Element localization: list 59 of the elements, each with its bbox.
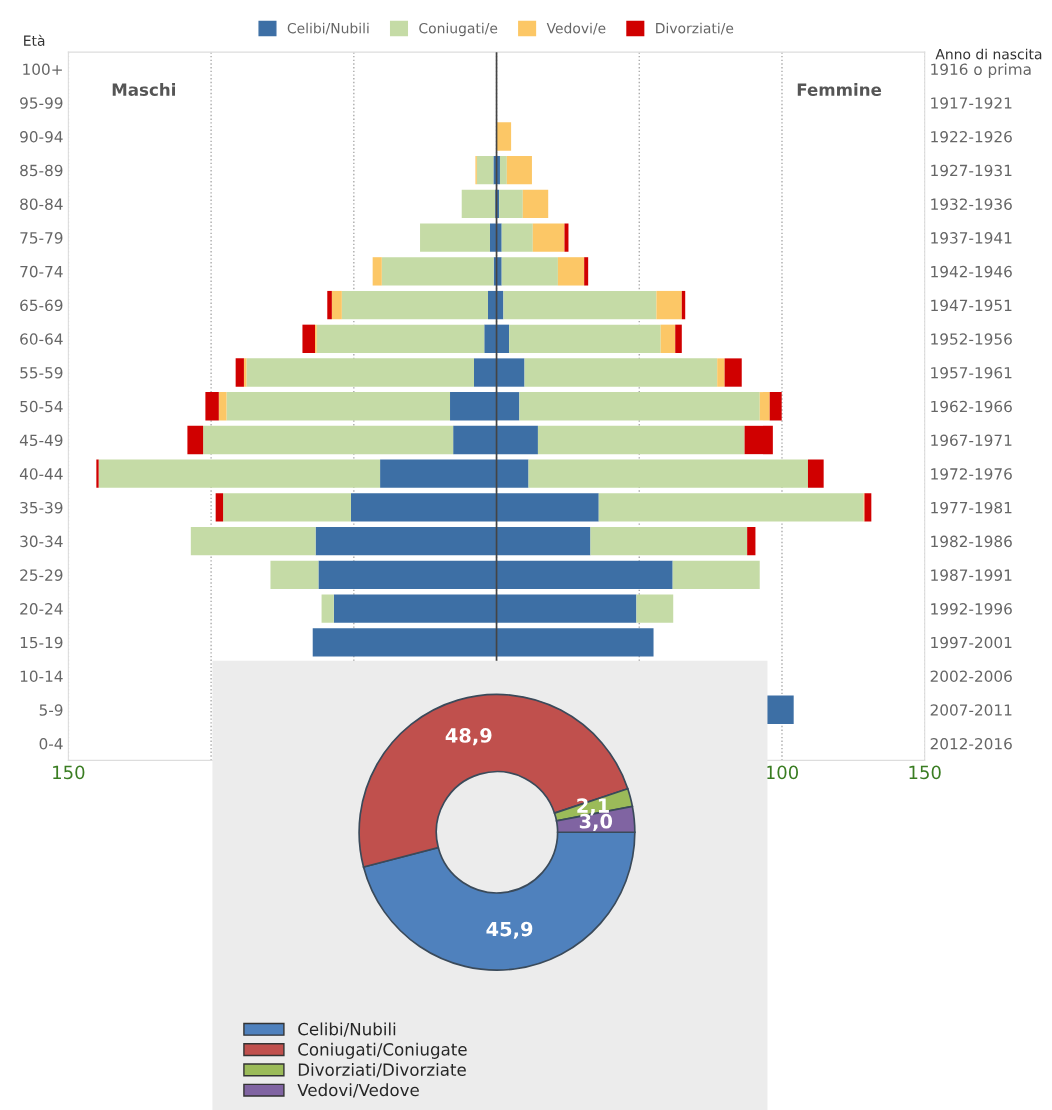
y2-tick-label: 1997-2001	[931, 636, 1012, 649]
y2-tick-label: 1987-1991	[931, 569, 1012, 581]
y-tick-label: 60-64	[20, 333, 63, 345]
y2-tick-label: 2002-2006	[930, 670, 1012, 683]
y2-axis-title: Anno di nascita	[935, 48, 1042, 60]
annotation: Femmine	[797, 83, 882, 96]
legend-label: Celibi/Nubili	[298, 1022, 396, 1037]
y2-tick-label: 1947-1951	[931, 299, 1012, 312]
y-tick-label: 65-69	[20, 299, 63, 312]
y2-tick-label: 1916 o prima	[931, 63, 1031, 79]
y-tick-label: 40-44	[19, 468, 63, 480]
y2-tick-label: 1922-1926	[931, 130, 1012, 143]
legend-label: Coniugati/e	[419, 22, 498, 37]
y-tick-label: 50-54	[20, 400, 63, 413]
x-tick-label: 100	[766, 765, 799, 780]
y2-tick-label: 1957-1961	[931, 367, 1012, 379]
legend-label: Divorziati/Divorziate	[298, 1063, 466, 1078]
y-tick-label: 5-9	[39, 704, 63, 716]
legend-label: Divorziati/e	[656, 22, 734, 35]
y-tick-label: 85-89	[20, 164, 63, 177]
y-tick-label: 15-19	[20, 636, 63, 649]
y2-tick-label: 1952-1956	[931, 333, 1012, 345]
y2-tick-label: 1972-1976	[931, 468, 1012, 480]
y-axis-title: Età	[24, 34, 45, 46]
y2-tick-label: 1937-1941	[931, 232, 1012, 244]
y2-tick-label: 1927-1931	[931, 164, 1012, 177]
y2-tick-label: 1932-1936	[931, 198, 1012, 210]
y2-tick-label: 2012-2016	[930, 737, 1012, 750]
y-tick-label: 25-29	[20, 569, 63, 581]
data-label: 45,9	[486, 921, 533, 939]
data-label: 48,9	[445, 728, 492, 746]
y-tick-label: 20-24	[20, 603, 63, 615]
y-tick-label: 0-4	[39, 737, 63, 750]
legend-label: Vedovi/Vedove	[297, 1083, 419, 1098]
y2-tick-label: 2007-2011	[930, 704, 1012, 716]
y2-tick-label: 1982-1986	[931, 535, 1012, 548]
y-tick-label: 10-14	[20, 670, 63, 683]
y-tick-label: 30-34	[20, 535, 63, 548]
legend-label: Vedovi/e	[546, 22, 606, 35]
legend-label: Celibi/Nubili	[287, 22, 369, 35]
y2-tick-label: 1992-1996	[931, 603, 1012, 615]
y-tick-label: 100+	[23, 63, 62, 76]
y-tick-label: 90-94	[20, 130, 63, 143]
x-tick-label: 150	[909, 765, 941, 780]
y2-tick-label: 1967-1971	[931, 434, 1012, 446]
y-tick-label: 55-59	[20, 367, 63, 379]
y2-tick-label: 1977-1981	[931, 501, 1012, 514]
y-tick-label: 75-79	[20, 232, 63, 244]
y-tick-label: 80-84	[20, 198, 63, 210]
y-tick-label: 95-99	[20, 97, 63, 109]
y-tick-label: 70-74	[20, 265, 63, 278]
x-tick-label: 150	[53, 765, 85, 780]
annotation: Maschi	[112, 83, 176, 96]
y-tick-label: 35-39	[20, 501, 63, 514]
y-tick-label: 45-49	[19, 434, 63, 446]
legend-label: Coniugati/Coniugate	[298, 1042, 467, 1059]
y2-tick-label: 1962-1966	[931, 400, 1012, 413]
y2-tick-label: 1917-1921	[931, 97, 1012, 109]
y2-tick-label: 1942-1946	[931, 265, 1012, 278]
